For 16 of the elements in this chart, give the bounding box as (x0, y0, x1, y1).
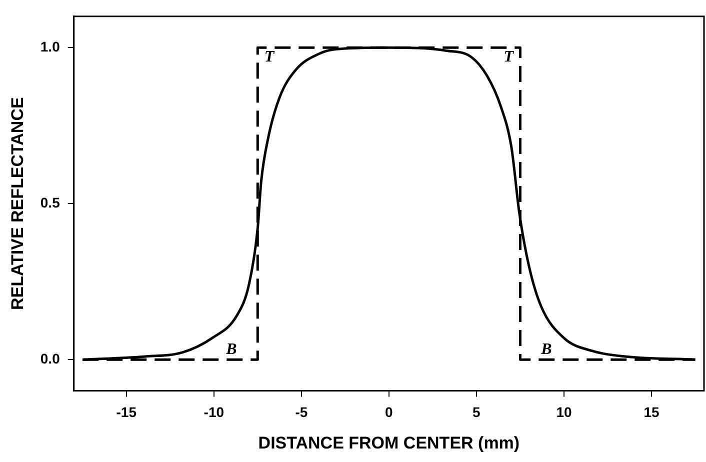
y-axis-title: RELATIVE REFLECTANCE (8, 97, 27, 310)
annotation: T (264, 48, 276, 66)
y-tick-label: 0.0 (40, 350, 60, 366)
x-tick-label: -5 (295, 404, 308, 420)
annotation: B (225, 340, 238, 358)
x-tick-label: 0 (385, 404, 394, 420)
x-tick-label: -15 (116, 404, 137, 420)
x-tick-label: 10 (556, 404, 572, 420)
annotation: B (540, 340, 552, 358)
annotation: T (504, 48, 515, 66)
x-tick-label: 5 (472, 404, 481, 420)
x-tick-label: -10 (204, 404, 224, 420)
y-tick-label: 1.0 (40, 38, 60, 54)
y-tick-label: 0.5 (40, 194, 60, 210)
x-axis-title: DISTANCE FROM CENTER (mm) (258, 433, 520, 452)
x-tick-label: 15 (644, 404, 660, 420)
